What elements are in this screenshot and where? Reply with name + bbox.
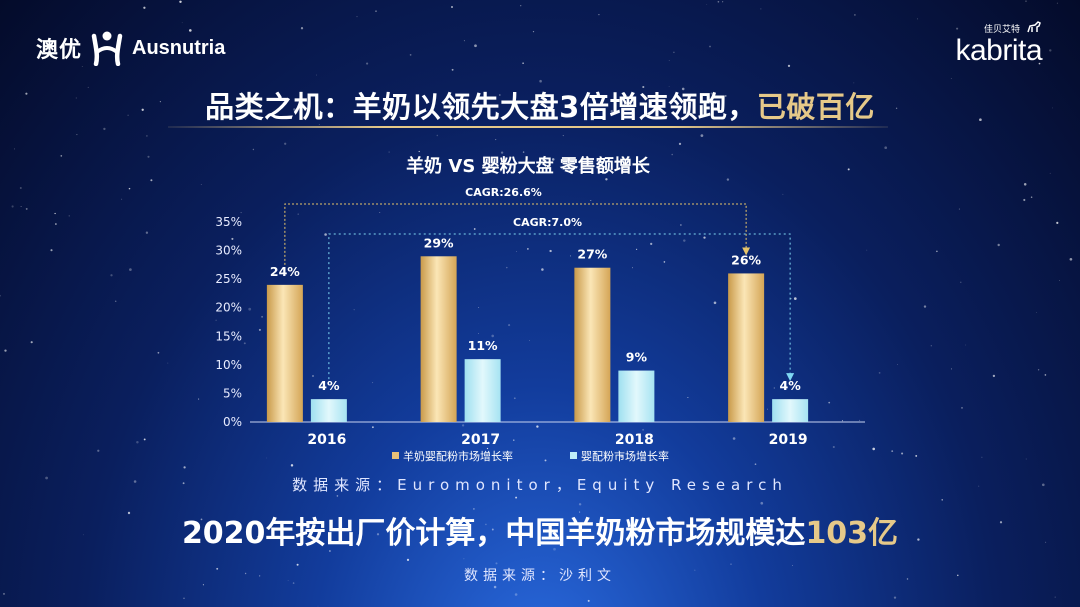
data-source-1: 数据来源：Euromonitor，Equity Research bbox=[292, 476, 788, 494]
goat-icon bbox=[1027, 21, 1041, 33]
bar-2019-series-1 bbox=[772, 399, 809, 422]
page-headline: 品类之机：羊奶以领先大盘3倍增速领跑，已破百亿 bbox=[0, 84, 1080, 126]
chart-title: 羊奶 VS 婴粉大盘 零售额增长 bbox=[406, 155, 651, 177]
legend-label: 婴配粉市场增长率 bbox=[581, 449, 669, 463]
x-tick-label: 2019 bbox=[769, 432, 808, 448]
data-label: 26% bbox=[731, 252, 761, 267]
data-label: 29% bbox=[424, 235, 454, 250]
y-tick-label: 0% bbox=[223, 415, 242, 429]
legend-swatch bbox=[570, 452, 577, 459]
bottom-headline-main: 2020年按出厂价计算，中国羊奶粉市场规模达 bbox=[181, 516, 806, 551]
bar-2017-series-0 bbox=[420, 256, 457, 422]
bar-2016-series-0 bbox=[266, 284, 303, 422]
data-label: 4% bbox=[780, 378, 802, 393]
bar-2018-series-0 bbox=[574, 267, 611, 422]
logo-right-big: kabrita bbox=[955, 34, 1042, 67]
cagr-label: CAGR:26.6% bbox=[465, 186, 542, 199]
logo-left-cn: 澳优 bbox=[36, 38, 83, 63]
logo-right-small: 佳贝艾特 bbox=[983, 25, 1020, 35]
ausnutria-logo: 澳优 Ausnutria bbox=[36, 30, 225, 66]
headline-main: 品类之机：羊奶以领先大盘3倍增速领跑， bbox=[205, 90, 757, 124]
cagr-bracket bbox=[328, 233, 795, 382]
y-tick-label: 15% bbox=[215, 329, 242, 343]
headline-highlight: 已破百亿 bbox=[756, 90, 875, 124]
bottom-headline: 2020年按出厂价计算，中国羊奶粉市场规模达103亿 bbox=[0, 508, 1080, 552]
y-tick-label: 30% bbox=[215, 244, 242, 258]
legend-label: 羊奶婴配粉市场增长率 bbox=[403, 449, 513, 463]
legend-swatch bbox=[392, 452, 399, 459]
logo-left-en: Ausnutria bbox=[132, 36, 226, 59]
bar-2016-series-1 bbox=[310, 399, 347, 422]
bar-2019-series-0 bbox=[728, 273, 765, 422]
kabrita-logo: 佳贝艾特 kabrita bbox=[955, 21, 1042, 68]
data-label: 9% bbox=[626, 350, 648, 365]
data-label: 4% bbox=[318, 378, 340, 393]
bar-2017-series-1 bbox=[464, 359, 501, 422]
y-tick-label: 5% bbox=[223, 386, 242, 400]
bottom-headline-highlight: 103亿 bbox=[805, 516, 899, 551]
data-label: 27% bbox=[577, 247, 607, 262]
data-label: 11% bbox=[468, 338, 498, 353]
headline-underline bbox=[168, 126, 888, 128]
cagr-bracket bbox=[284, 203, 751, 265]
y-tick-label: 10% bbox=[215, 358, 242, 372]
data-source-2: 数据来源：沙利文 bbox=[464, 568, 616, 584]
x-tick-label: 2016 bbox=[307, 432, 346, 448]
cagr-label: CAGR:7.0% bbox=[513, 216, 582, 229]
y-tick-label: 25% bbox=[215, 272, 242, 286]
bar-2018-series-1 bbox=[618, 370, 655, 422]
y-tick-label: 35% bbox=[215, 215, 242, 229]
x-tick-label: 2017 bbox=[461, 432, 500, 448]
data-label: 24% bbox=[270, 264, 300, 279]
x-tick-label: 2018 bbox=[615, 432, 654, 448]
ausnutria-logo-icon bbox=[91, 31, 123, 66]
y-tick-label: 20% bbox=[215, 301, 242, 315]
